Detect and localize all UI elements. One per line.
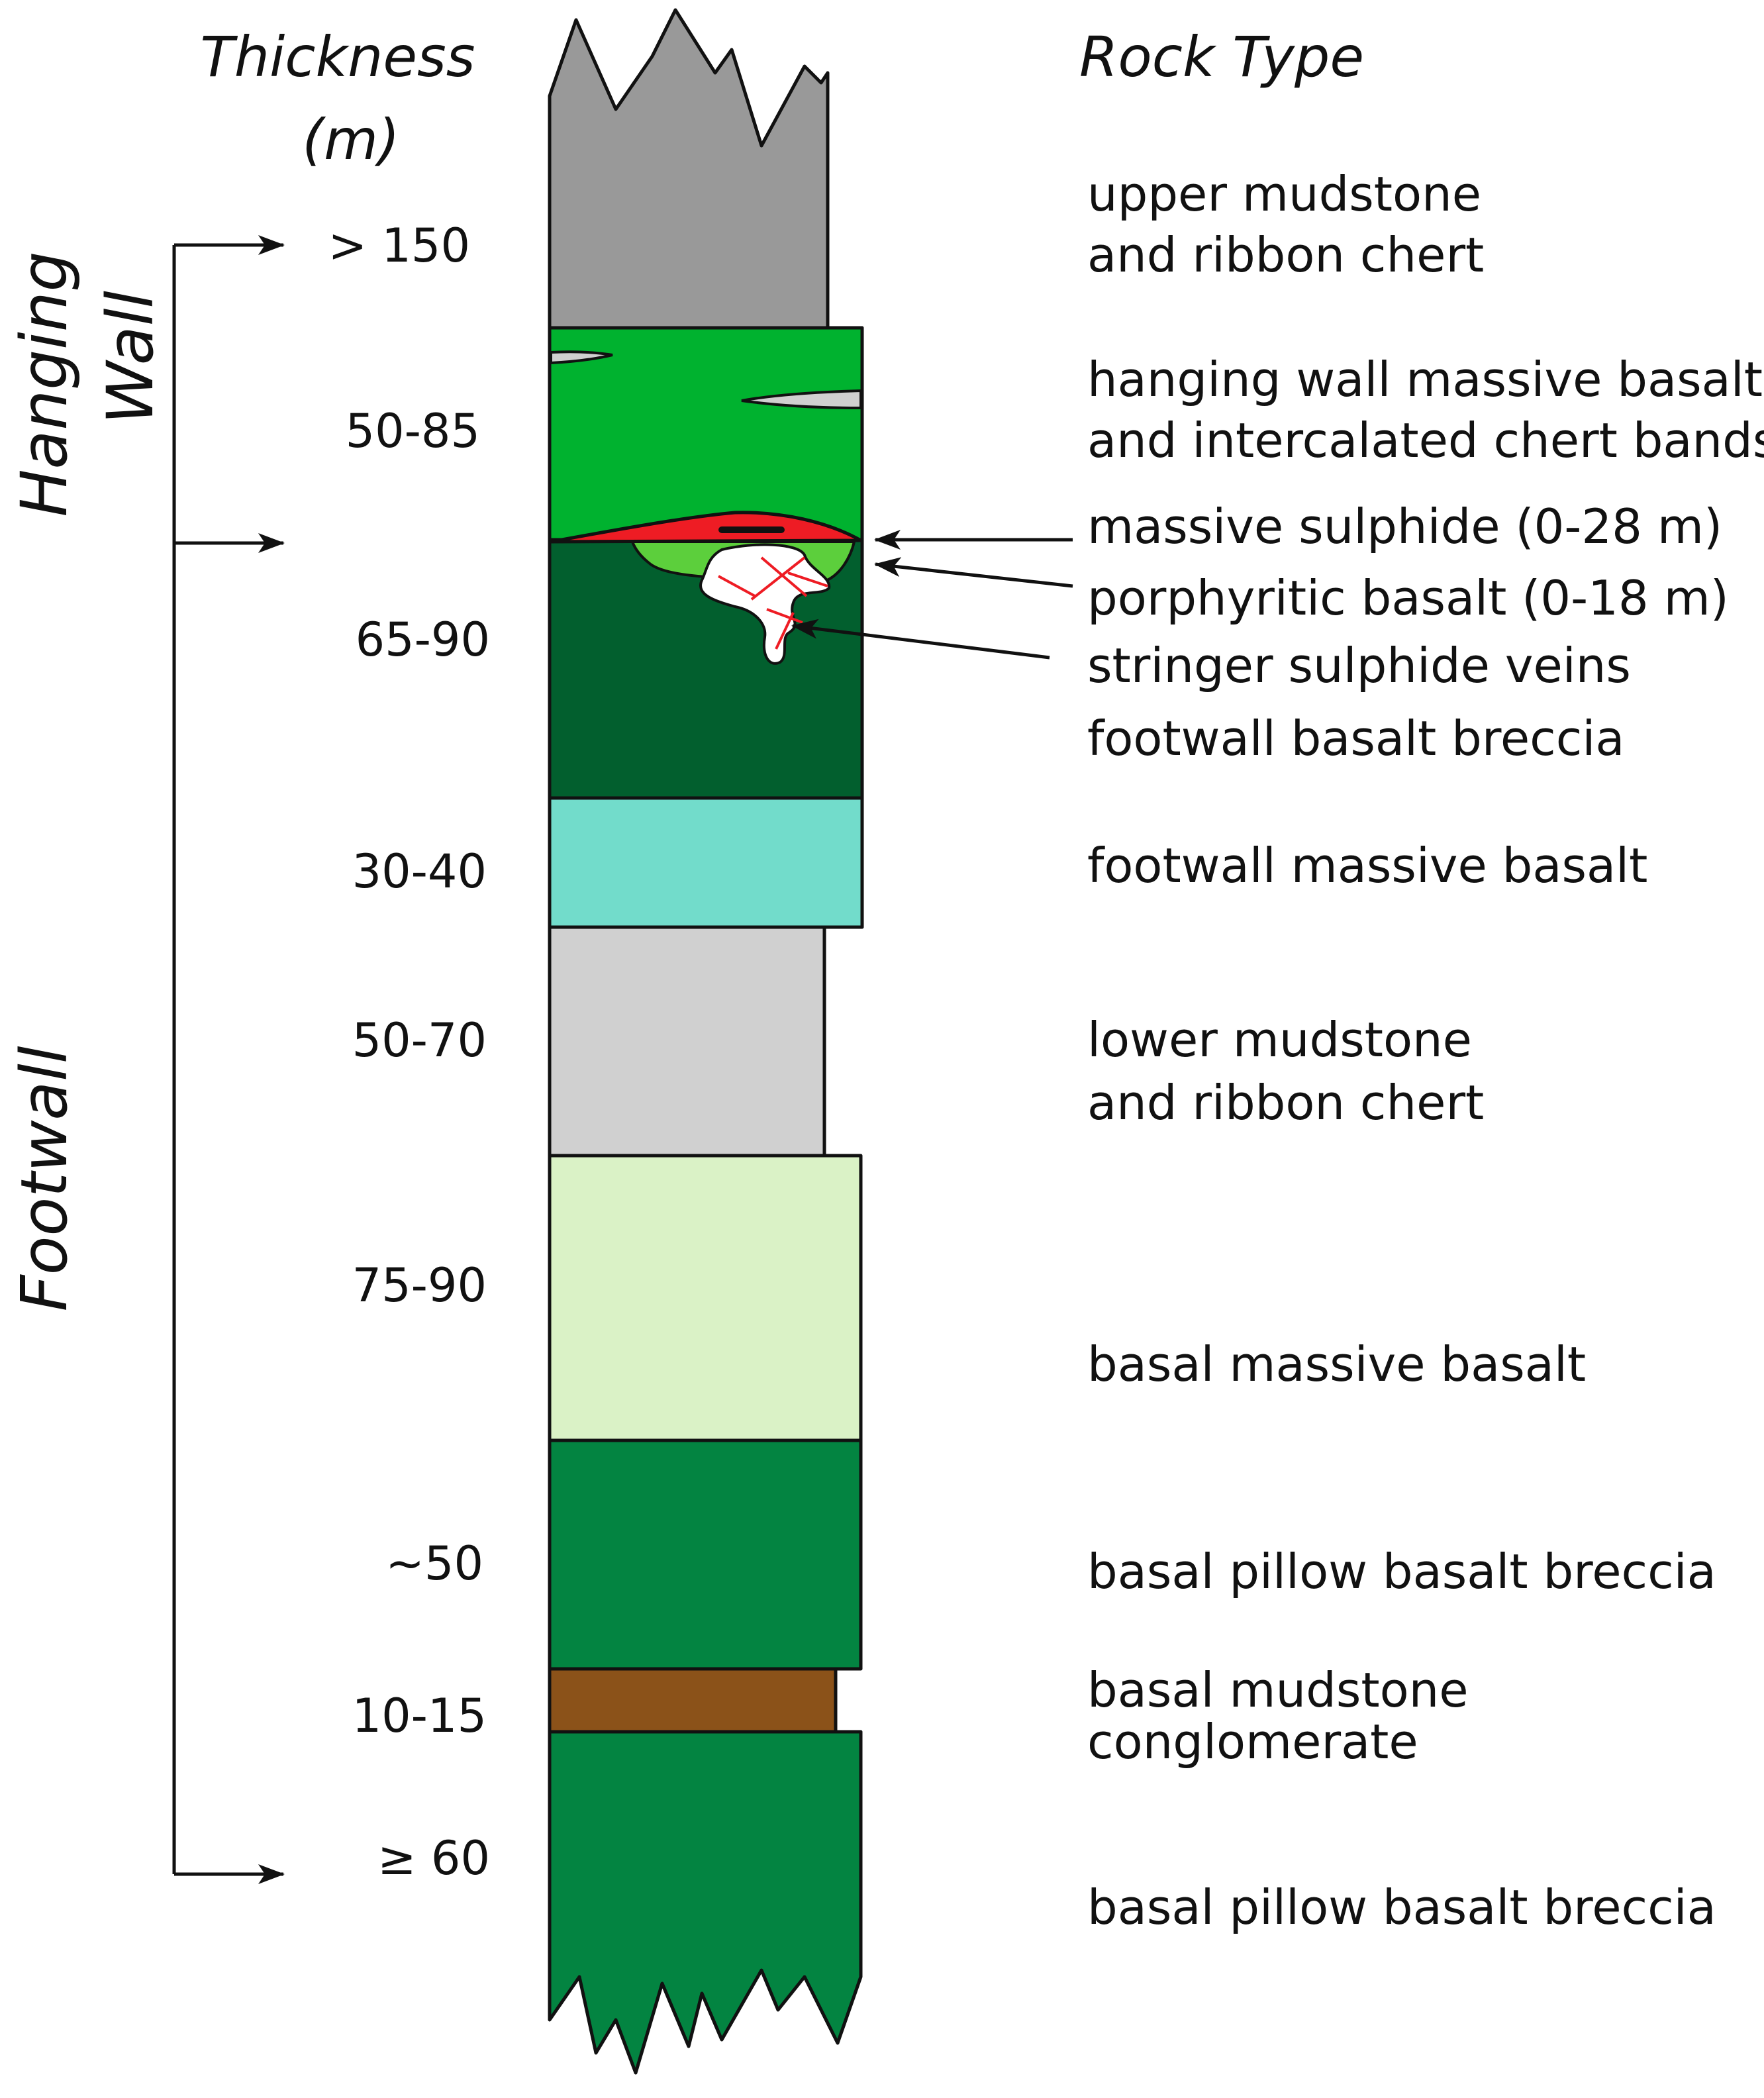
- thickness-value: 30-40: [352, 844, 487, 899]
- layer-basal-pillow-breccia-lower: [548, 1730, 863, 2075]
- rock-label: lower mudstone: [1087, 1012, 1472, 1068]
- thickness-value: 50-70: [352, 1013, 487, 1068]
- thickness-header-line2: (m): [302, 107, 399, 172]
- rock-label: and ribbon chert: [1087, 1075, 1484, 1130]
- rock-label: conglomerate: [1087, 1714, 1418, 1770]
- footwall-label: Footwall: [7, 1046, 81, 1311]
- rock-label: and ribbon chert: [1087, 227, 1484, 283]
- rock-label: massive sulphide (0-28 m): [1087, 499, 1722, 554]
- thickness-value: > 150: [328, 219, 470, 273]
- thickness-header-line1: Thickness: [200, 25, 475, 89]
- rock-type-labels: upper mudstone and ribbon chert hanging …: [1087, 166, 1764, 1935]
- rock-label: upper mudstone: [1087, 166, 1481, 222]
- thickness-value: 75-90: [352, 1258, 487, 1313]
- thickness-value: ≥ 60: [377, 1831, 490, 1885]
- hanging-footwall-bracket: [172, 235, 285, 1884]
- rock-label: and intercalated chert bands: [1087, 413, 1764, 468]
- layer-basal-mudstone-conglomerate: [548, 1667, 838, 1734]
- rock-label: basal massive basalt: [1087, 1336, 1586, 1392]
- rock-label: footwall massive basalt: [1087, 838, 1647, 893]
- stratigraphic-column: [548, 8, 864, 2075]
- thickness-value: 10-15: [352, 1689, 487, 1743]
- layer-hanging-wall-basalt: [548, 326, 864, 542]
- layer-massive-sulphide: [549, 511, 863, 544]
- rock-label: stringer sulphide veins: [1087, 638, 1631, 693]
- layer-stringer-veins: [699, 543, 831, 665]
- rock-label: porphyritic basalt (0-18 m): [1087, 570, 1729, 626]
- rock-label: basal pillow basalt breccia: [1087, 1544, 1716, 1599]
- layer-upper-mudstone: [548, 8, 830, 330]
- layer-footwall-massive-basalt: [548, 796, 864, 929]
- rock-label: basal mudstone: [1087, 1662, 1469, 1718]
- layer-lower-mudstone: [548, 925, 826, 1158]
- hanging-wall-label-line1: Hanging: [7, 251, 81, 517]
- rock-type-header: Rock Type: [1079, 25, 1364, 89]
- rock-label: footwall basalt breccia: [1087, 711, 1624, 766]
- chert-band-1: [550, 350, 613, 365]
- hanging-wall-label-line2: Wall: [93, 291, 168, 425]
- thickness-value: ~50: [385, 1536, 483, 1591]
- rock-label: hanging wall massive basalt: [1087, 352, 1763, 407]
- thickness-value: 65-90: [356, 613, 490, 667]
- thickness-value: 50-85: [346, 404, 480, 458]
- chert-band-2: [741, 389, 862, 410]
- layer-basal-pillow-breccia-upper: [548, 1438, 863, 1671]
- layer-basal-massive-basalt: [548, 1154, 863, 1442]
- thickness-labels: > 150 50-85 65-90 30-40 50-70 75-90 ~50 …: [328, 219, 490, 1885]
- stringer-vein-lines: [718, 556, 828, 650]
- rock-label: basal pillow basalt breccia: [1087, 1879, 1716, 1935]
- leader-arrows: [791, 530, 1073, 660]
